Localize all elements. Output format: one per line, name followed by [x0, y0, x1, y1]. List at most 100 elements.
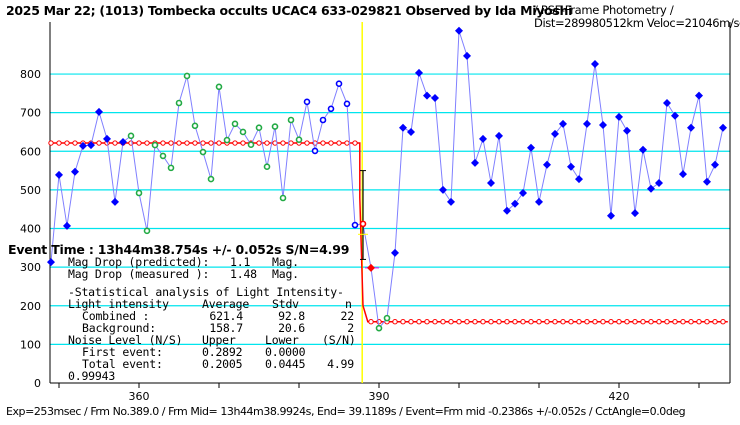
- y-tick-label: 700: [20, 107, 41, 120]
- data-point-hollow-green: [159, 152, 167, 160]
- model-point: [680, 319, 686, 325]
- chart-subtitle-dist-veloc: Dist=289980512km Veloc=21046m/sec: [534, 16, 740, 30]
- y-tick-label: 200: [20, 300, 41, 313]
- model-point: [280, 140, 286, 146]
- model-point: [176, 140, 182, 146]
- lower-header: Lower: [265, 333, 299, 347]
- combined-stdv: 92.8: [278, 309, 305, 323]
- data-point-filled-blue: [87, 141, 95, 150]
- n-header: n: [345, 297, 352, 311]
- data-point-hollow-blue: [319, 116, 327, 124]
- background-stdv: 20.6: [278, 321, 305, 335]
- model-point: [208, 140, 214, 146]
- data-point-filled-blue: [647, 184, 655, 193]
- data-point-filled-blue: [111, 197, 119, 206]
- y-tick-label: 0: [34, 377, 41, 390]
- data-point-filled-blue: [63, 221, 71, 230]
- model-point: [328, 140, 334, 146]
- mag-drop-measured-label: Mag Drop (measured ):: [68, 267, 210, 281]
- total-event-label: Total event:: [82, 357, 163, 371]
- mag-drop-predicted-value: 1.1: [230, 255, 251, 269]
- model-point: [576, 319, 582, 325]
- model-point: [720, 319, 726, 325]
- data-point-hollow-green: [383, 314, 391, 322]
- model-point: [528, 319, 534, 325]
- total-event-upper: 0.2005: [202, 357, 243, 371]
- data-point-filled-blue: [663, 99, 671, 108]
- data-point-hollow-green: [239, 128, 247, 136]
- background-average: 158.7: [209, 321, 243, 335]
- model-point: [64, 140, 70, 146]
- y-tick-label: 500: [20, 184, 41, 197]
- data-point-hollow-green: [263, 163, 271, 171]
- background-label: Background:: [82, 321, 156, 335]
- data-point-hollow-green: [175, 99, 183, 107]
- model-point: [56, 140, 62, 146]
- data-point-filled-blue: [575, 175, 583, 184]
- model-point: [216, 140, 222, 146]
- model-point: [256, 140, 262, 146]
- data-point-filled-red: [367, 263, 375, 272]
- model-point: [352, 140, 358, 146]
- data-point-hollow-green: [191, 122, 199, 130]
- model-point: [184, 140, 190, 146]
- data-point-filled-blue: [79, 141, 87, 150]
- model-point: [656, 319, 662, 325]
- model-point: [72, 140, 78, 146]
- model-point: [424, 319, 430, 325]
- model-point: [416, 319, 422, 325]
- model-point: [496, 319, 502, 325]
- light-curve-line: [50, 30, 724, 330]
- data-point-hollow-green: [375, 324, 383, 332]
- data-point-filled-blue: [479, 134, 487, 143]
- data-point-filled-blue: [687, 123, 695, 132]
- model-point: [344, 140, 350, 146]
- model-point: [712, 319, 718, 325]
- model-point: [488, 319, 494, 325]
- model-point: [640, 319, 646, 325]
- model-point: [504, 319, 510, 325]
- footer-info: Exp=253msec / Frm No.389.0 / Frm Mid= 13…: [6, 405, 686, 418]
- data-point-hollow-green: [199, 148, 207, 156]
- combined-label: Combined :: [82, 309, 150, 323]
- average-header: Average: [202, 297, 250, 311]
- data-point-filled-blue: [535, 197, 543, 206]
- model-point: [648, 319, 654, 325]
- model-point: [688, 319, 694, 325]
- data-point-filled-blue: [679, 170, 687, 179]
- data-point-filled-blue: [623, 126, 631, 135]
- model-point: [160, 140, 166, 146]
- data-point-filled-blue: [671, 111, 679, 120]
- x-tick-label: 420: [609, 390, 630, 403]
- model-point: [264, 140, 270, 146]
- model-point: [136, 140, 142, 146]
- chart-subtitle-method: / PSF-Frame Photometry /: [534, 3, 674, 17]
- data-point-filled-blue: [391, 248, 399, 257]
- data-point-filled-blue: [103, 134, 111, 143]
- data-point-hollow-blue: [343, 100, 351, 108]
- data-point-filled-blue: [447, 197, 455, 206]
- data-point-filled-blue: [495, 131, 503, 140]
- model-point: [600, 319, 606, 325]
- mag-drop-predicted-unit: Mag.: [272, 255, 299, 269]
- model-point: [448, 319, 454, 325]
- model-point: [200, 140, 206, 146]
- model-point: [608, 319, 614, 325]
- data-point-filled-blue: [503, 206, 511, 215]
- data-point-hollow-green: [167, 164, 175, 172]
- data-point-hollow-green: [215, 83, 223, 91]
- model-point: [48, 140, 54, 146]
- extra-value: 0.99943: [68, 369, 116, 383]
- model-point: [320, 140, 326, 146]
- data-point-hollow-blue: [335, 80, 343, 87]
- first-event-label: First event:: [82, 345, 163, 359]
- data-point-hollow-green: [207, 175, 215, 183]
- model-point: [400, 319, 406, 325]
- data-point-filled-blue: [527, 143, 535, 152]
- y-tick-label: 300: [20, 261, 41, 274]
- chart-title: 2025 Mar 22; (1013) Tombecka occults UCA…: [6, 3, 573, 18]
- model-point: [472, 319, 478, 325]
- data-point-filled-blue: [119, 138, 127, 147]
- upper-header: Upper: [202, 333, 236, 347]
